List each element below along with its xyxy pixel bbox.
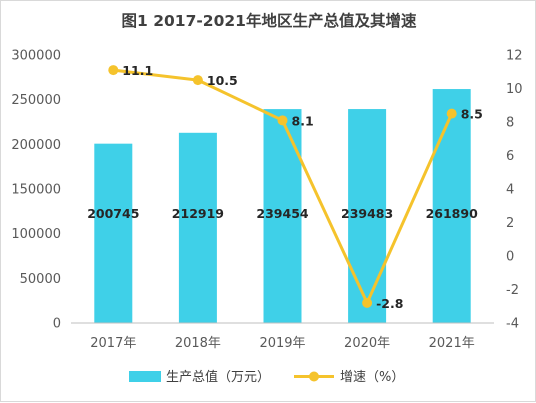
bar-label-2: 239454 [256, 206, 308, 221]
line-series [108, 65, 457, 308]
growth-marker-2 [277, 115, 288, 126]
bar-label-4: 261890 [426, 206, 478, 221]
growth-label-4: 8.5 [461, 107, 483, 122]
category-labels: 2017年 2018年 2019年 2020年 2021年 [90, 336, 474, 351]
right-axis-tick-4: 4 [506, 183, 514, 198]
chart-title: 图1 2017-2021年地区生产总值及其增速 [122, 11, 417, 30]
line-data-labels: 11.1 10.5 8.1 -2.8 8.5 [122, 63, 483, 311]
growth-marker-1 [192, 75, 203, 86]
right-axis-tick-1: -2 [506, 283, 519, 298]
left-axis-tick-0: 0 [53, 317, 61, 332]
right-axis-tick-3: 2 [506, 216, 514, 231]
right-axis-tick-5: 6 [506, 149, 514, 164]
category-label-4: 2021年 [429, 336, 475, 351]
bar-label-3: 239483 [341, 206, 393, 221]
bar-data-labels: 200745 212919 239454 239483 261890 [87, 206, 478, 221]
legend-line-marker [309, 371, 319, 382]
right-axis-tick-6: 8 [506, 116, 514, 131]
legend-bar-swatch [129, 371, 161, 382]
category-label-1: 2018年 [175, 336, 221, 351]
legend-bar-label: 生产总值（万元） [166, 369, 270, 385]
growth-label-1: 10.5 [207, 73, 238, 88]
bar-label-0: 200745 [87, 206, 139, 221]
left-axis-tick-6: 300000 [11, 49, 61, 64]
bar-0 [94, 143, 133, 323]
left-axis-tick-3: 150000 [11, 183, 61, 198]
right-axis-tick-2: 0 [506, 250, 514, 265]
bar-series [94, 89, 471, 324]
category-label-2: 2019年 [259, 336, 305, 351]
bar-3 [348, 109, 387, 323]
growth-label-0: 11.1 [122, 63, 153, 78]
left-axis-tick-1: 50000 [20, 272, 61, 287]
legend: 生产总值（万元） 增速（%） [129, 369, 404, 385]
right-axis-tick-8: 12 [506, 49, 523, 64]
growth-marker-4 [446, 108, 457, 119]
growth-marker-3 [362, 297, 373, 308]
left-axis-ticks: 0 50000 100000 150000 200000 250000 300000 [11, 49, 61, 332]
right-axis-tick-0: -4 [506, 317, 519, 332]
bar-1 [178, 132, 217, 323]
left-axis-tick-2: 100000 [11, 227, 61, 242]
bar-label-1: 212919 [172, 206, 224, 221]
growth-marker-0 [108, 65, 119, 76]
growth-label-3: -2.8 [376, 296, 403, 311]
category-label-0: 2017年 [90, 336, 136, 351]
legend-line-label: 增速（%） [340, 370, 404, 385]
left-axis-tick-5: 250000 [11, 93, 61, 108]
right-axis-ticks: -4 -2 0 2 4 6 8 10 12 [506, 49, 523, 332]
bar-4 [432, 89, 471, 324]
right-axis-tick-7: 10 [506, 82, 523, 97]
left-axis-tick-4: 200000 [11, 138, 61, 153]
category-label-3: 2020年 [344, 336, 390, 351]
growth-label-2: 8.1 [292, 113, 314, 128]
